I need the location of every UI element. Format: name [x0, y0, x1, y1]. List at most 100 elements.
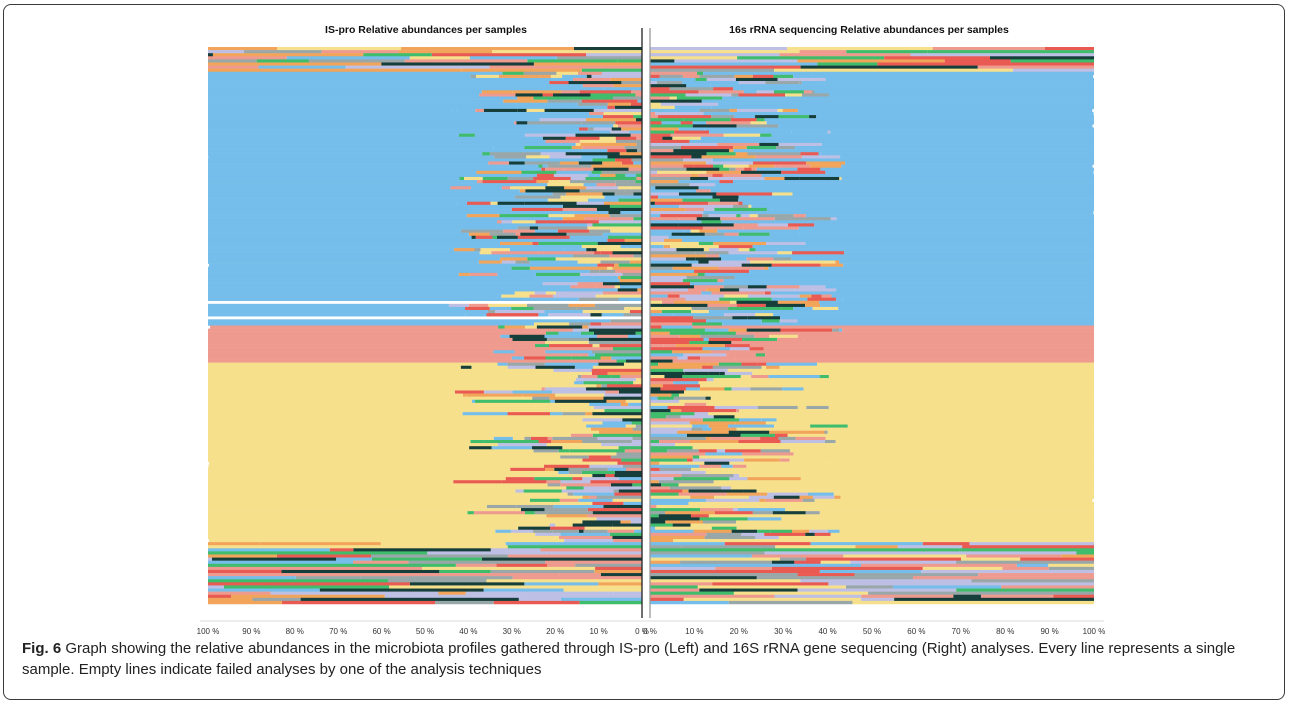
is-pro-bar-segment — [559, 573, 601, 577]
16s-bar-segment — [704, 272, 1094, 277]
is-pro-bar-segment — [208, 489, 516, 493]
16s-bar-segment — [738, 198, 1094, 202]
is-pro-bar-segment — [208, 396, 533, 401]
16s-bar-segment — [674, 105, 712, 110]
16s-bar-segment — [682, 238, 1094, 243]
is-pro-bar-segment — [520, 232, 567, 237]
is-pro-bar-segment — [208, 133, 459, 137]
16s-bar-segment — [764, 532, 806, 537]
16s-bar-segment — [705, 452, 743, 456]
16s-bar-segment — [704, 535, 756, 540]
is-pro-bar-segment — [554, 399, 607, 404]
16s-bar-segment — [742, 201, 1094, 206]
16s-bar-segment — [769, 430, 825, 435]
16s-bar-segment — [650, 569, 820, 574]
is-pro-bar-segment — [562, 102, 578, 107]
16s-bar-segment — [650, 486, 670, 490]
is-pro-bar-segment — [533, 96, 574, 100]
16s-bar-segment — [655, 526, 712, 530]
is-pro-bar-segment — [569, 449, 625, 453]
is-pro-bar-segment — [599, 136, 616, 141]
is-pro-bar-segment — [208, 207, 512, 212]
is-pro-bar-segment — [621, 127, 642, 131]
16s-bar-segment — [1061, 554, 1094, 558]
is-pro-bar-segment — [455, 563, 497, 568]
16s-bar-segment — [810, 424, 848, 428]
16s-bar-segment — [650, 189, 697, 193]
is-pro-bar-segment — [208, 483, 548, 487]
is-pro-bar-segment — [544, 362, 599, 366]
16s-bar-segment — [735, 421, 766, 425]
16s-bar-segment — [673, 313, 725, 317]
16s-bar-segment — [650, 402, 685, 407]
16s-bar-segment — [835, 260, 840, 264]
16s-bar-segment — [685, 93, 732, 97]
16s-bar-segment — [650, 81, 657, 85]
is-pro-bar-segment — [620, 211, 642, 215]
16s-bar-segment — [650, 449, 668, 453]
16s-bar-segment — [702, 365, 713, 370]
16s-bar-segment — [902, 68, 1014, 72]
16s-bar-segment — [687, 356, 701, 360]
16s-bar-segment — [902, 551, 1077, 555]
16s-bar-segment — [699, 517, 748, 521]
16s-bar-segment — [673, 300, 730, 305]
16s-bar-segment — [655, 111, 677, 116]
is-pro-bar-segment — [540, 74, 551, 79]
is-pro-bar-segment — [607, 467, 626, 472]
is-pro-bar-segment — [623, 501, 642, 506]
is-pro-bar-segment — [571, 146, 583, 150]
is-pro-bar-segment — [578, 297, 619, 301]
is-pro-bar-segment — [633, 192, 642, 196]
16s-bar-segment — [678, 427, 692, 431]
16s-bar-segment — [664, 142, 718, 147]
16s-bar-segment — [650, 489, 668, 493]
is-pro-bar-segment — [208, 402, 590, 407]
16s-tick-label: 40 % — [818, 627, 836, 636]
is-pro-bar-segment — [208, 424, 587, 428]
is-pro-bar-segment — [541, 167, 546, 172]
16s-bar-segment — [791, 130, 828, 134]
16s-bar-segment — [724, 232, 739, 237]
16s-bar-segment — [825, 439, 836, 444]
16s-bar-segment — [660, 214, 678, 218]
16s-bar-segment — [650, 427, 679, 431]
16s-bar-segment — [689, 504, 697, 509]
is-pro-bar-segment — [468, 232, 490, 237]
is-pro-bar-segment — [602, 115, 634, 119]
is-pro-bar-segment — [389, 585, 502, 589]
16s-bar-segment — [738, 195, 1094, 199]
16s-bar-segment — [757, 461, 811, 465]
is-pro-bar-segment — [570, 433, 593, 438]
is-pro-bar-segment — [575, 563, 642, 568]
is-pro-bar-segment — [487, 310, 496, 314]
chart-axes — [200, 28, 1104, 622]
is-pro-bar-segment — [531, 446, 563, 450]
is-pro-bar-segment — [637, 149, 642, 153]
16s-bar-segment — [650, 458, 687, 462]
16s-bar-segment — [779, 319, 798, 323]
is-pro-bar-segment — [208, 288, 618, 292]
16s-bar-segment — [678, 192, 717, 196]
16s-bar-segment — [722, 173, 762, 178]
is-pro-bar-segment — [576, 306, 625, 311]
16s-bar-segment — [650, 90, 699, 94]
is-pro-bar-segment — [587, 127, 594, 131]
is-pro-bar-segment — [208, 433, 571, 438]
16s-bar-segment — [650, 87, 670, 91]
is-pro-bar-segment — [553, 173, 589, 178]
16s-bar-segment — [824, 176, 840, 181]
16s-bar-segment — [734, 415, 1094, 419]
is-pro-bar-segment — [500, 257, 508, 261]
is-pro-bar-segment — [601, 170, 642, 175]
16s-bar-segment — [680, 121, 693, 125]
is-pro-bar-segment — [507, 365, 536, 370]
16s-bar-segment — [650, 282, 691, 286]
is-pro-bar-segment — [632, 427, 642, 431]
is-pro-bar-segment — [525, 189, 580, 193]
is-pro-bar-segment — [208, 573, 560, 577]
16s-bar-segment — [733, 591, 869, 595]
is-pro-bar-segment — [573, 371, 592, 376]
16s-bar-segment — [799, 176, 825, 181]
16s-bar-segment — [706, 170, 742, 175]
